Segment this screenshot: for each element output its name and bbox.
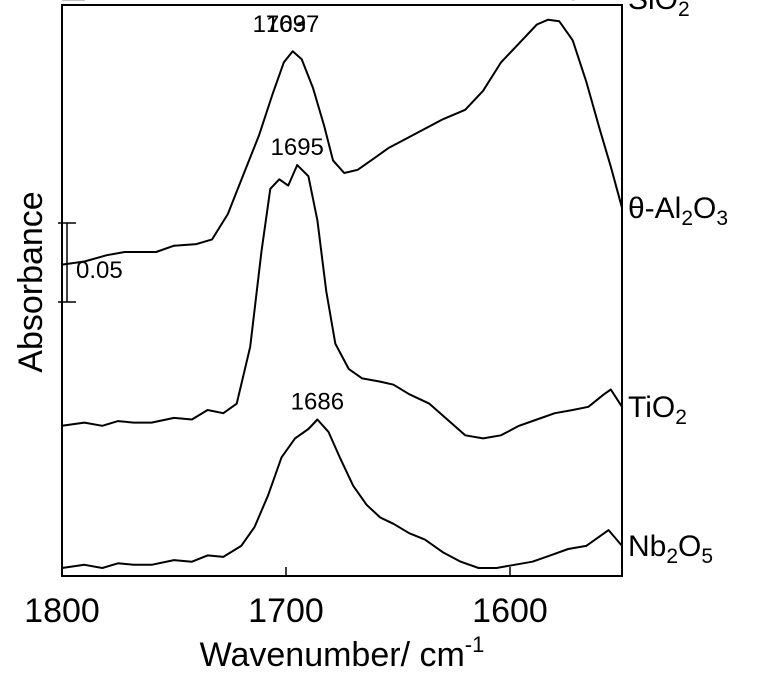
- x-tick-label: 1600: [472, 592, 548, 630]
- series-label-part: TiO: [628, 391, 675, 424]
- series-line: [61, 18, 623, 266]
- series-label: SiO2: [628, 0, 690, 21]
- x-axis-label-main: Wavenumber/ cm: [200, 636, 465, 674]
- series-label-part: Nb: [628, 530, 666, 563]
- series-label: Nb2O5: [628, 530, 713, 568]
- x-tick-label: 1800: [24, 592, 100, 630]
- peak-label: 1695: [271, 134, 324, 161]
- series-label-part: 5: [701, 545, 713, 568]
- x-tick-label: 1700: [248, 592, 324, 630]
- series-label: θ-Al2O3: [628, 192, 728, 230]
- y-axis-label: Absorbance: [12, 191, 50, 372]
- x-axis-label: Wavenumber/ cm-1: [200, 632, 485, 674]
- x-axis-label-exponent: -1: [465, 632, 485, 657]
- series-label-part: 2: [681, 207, 693, 230]
- scale-bar-label: 0.05: [76, 257, 123, 284]
- plot-frame: [61, 4, 623, 577]
- scale-bar: 0.05: [58, 222, 123, 303]
- series-label-part: O: [693, 192, 716, 225]
- series-label-part: θ-Al: [628, 192, 681, 225]
- peak-label: 1686: [291, 388, 344, 415]
- series-line: [61, 164, 623, 440]
- series-label-part: O: [678, 530, 701, 563]
- peak-label: 1697: [266, 11, 319, 38]
- series-label-part: 2: [675, 406, 687, 429]
- series-label-part: SiO: [628, 0, 678, 16]
- series-line: [61, 418, 623, 569]
- series-label-part: 2: [678, 0, 690, 21]
- series-label-part: 2: [666, 545, 678, 568]
- peak-label: 1703: [253, 11, 306, 38]
- series-label-part: 3: [716, 207, 728, 230]
- series-label: TiO2: [628, 391, 687, 429]
